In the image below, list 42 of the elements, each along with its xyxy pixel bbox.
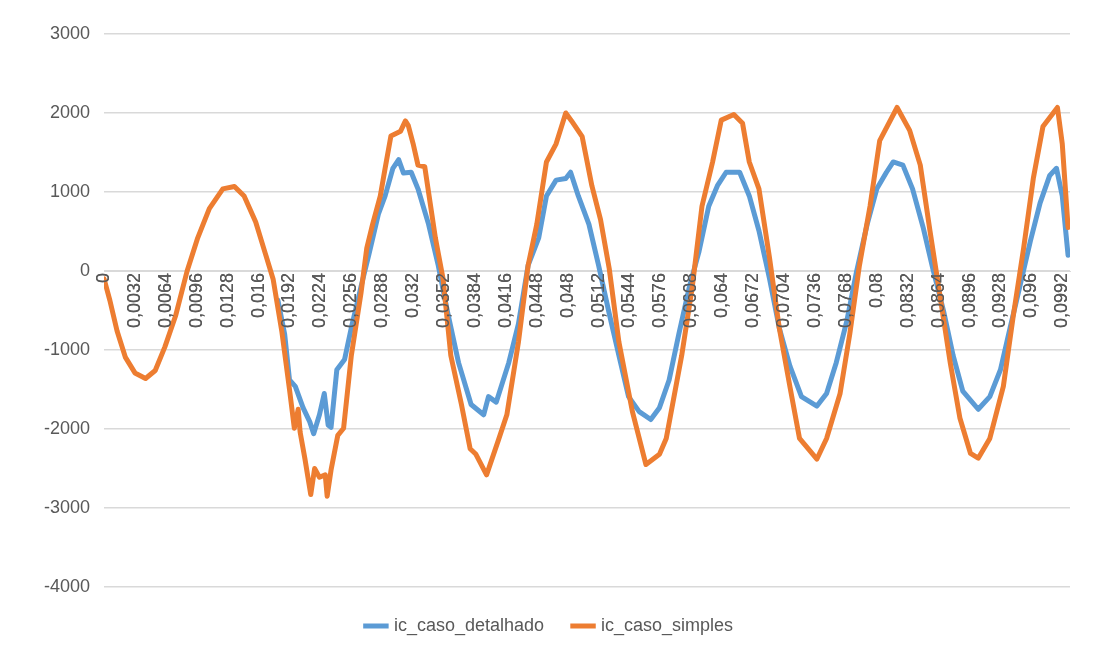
y-tick-label: 1000: [49, 180, 91, 201]
y-tick-label: -4000: [43, 575, 91, 596]
x-tick-label: 0,032: [402, 273, 423, 319]
x-tick-label: 0,0448: [525, 273, 546, 329]
x-tick-label: 0,0192: [278, 273, 299, 329]
x-tick-label: 0,0704: [773, 273, 794, 329]
y-tick-label: 2000: [49, 101, 91, 122]
x-tick-label: 0,0864: [927, 273, 948, 329]
x-tick-label: 0,0416: [494, 273, 515, 329]
x-tick-label: 0,0096: [185, 273, 206, 329]
x-tick-label: 0,0608: [680, 273, 701, 329]
y-tick-label: -1000: [43, 338, 91, 359]
x-tick-label: 0,0736: [803, 273, 824, 329]
legend-label: ic_caso_simples: [601, 614, 734, 636]
x-tick-label: 0,0896: [958, 273, 979, 329]
x-tick-label: 0,0224: [309, 273, 330, 329]
y-tick-label: 0: [80, 259, 91, 280]
x-tick-label: 0,0928: [989, 273, 1010, 329]
x-tick-label: 0,0832: [896, 273, 917, 329]
x-tick-label: 0,0032: [123, 273, 144, 329]
x-tick-label: 0,0768: [834, 273, 855, 329]
legend-label: ic_caso_detalhado: [393, 614, 545, 636]
x-tick-label: 0,048: [556, 273, 577, 319]
y-tick-label: 3000: [49, 22, 91, 43]
y-tick-label: -3000: [43, 496, 91, 517]
x-tick-label: 0,0256: [340, 273, 361, 329]
x-tick-label: 0,064: [711, 273, 732, 319]
x-tick-label: 0,096: [1020, 273, 1041, 319]
x-tick-label: 0,0672: [742, 273, 763, 329]
x-tick-label: 0,0352: [433, 273, 454, 329]
x-tick-label: 0,0992: [1051, 273, 1072, 329]
y-tick-label: -2000: [43, 417, 91, 438]
x-tick-label: 0: [93, 273, 114, 284]
x-tick-label: 0,0384: [463, 273, 484, 329]
x-tick-label: 0,0288: [371, 273, 392, 329]
x-tick-label: 0,0064: [154, 273, 175, 329]
x-tick-label: 0,016: [247, 273, 268, 319]
x-tick-label: 0,0512: [587, 273, 608, 329]
x-tick-label: 0,0576: [649, 273, 670, 329]
x-tick-label: 0,0128: [216, 273, 237, 329]
x-tick-label: 0,08: [865, 273, 886, 309]
x-tick-label: 0,0544: [618, 273, 639, 329]
